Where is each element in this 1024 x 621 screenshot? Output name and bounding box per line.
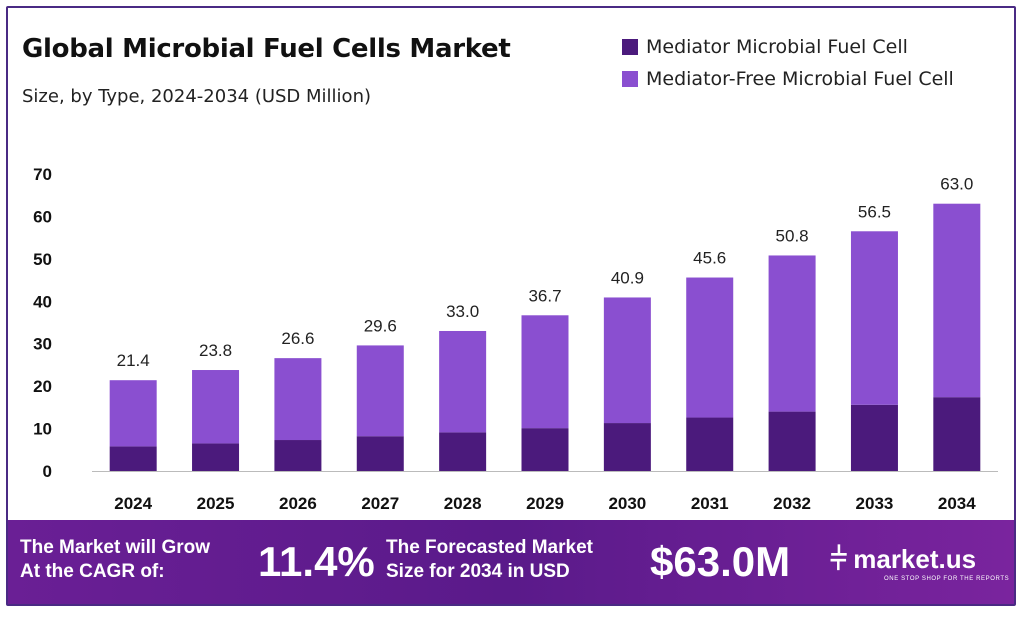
bar-segment-mediator xyxy=(768,411,816,471)
bar-segment-mediator xyxy=(686,417,734,471)
market-us-logo: ⫩ market.us xyxy=(830,542,976,577)
bar-segment-mediator-free xyxy=(768,255,816,412)
x-tick-label: 2024 xyxy=(114,494,152,513)
x-tick-label: 2029 xyxy=(526,494,564,513)
bar-segment-mediator-free xyxy=(192,370,240,444)
bar-segment-mediator xyxy=(850,404,898,471)
bar-total-label: 23.8 xyxy=(199,341,232,360)
bar-segment-mediator-free xyxy=(109,380,157,447)
forecast-value: $63.0M xyxy=(650,538,791,585)
legend-swatch-mediator-free xyxy=(622,71,638,87)
bar-segment-mediator-free xyxy=(850,231,898,405)
legend-label-mediator: Mediator Microbial Fuel Cell xyxy=(646,36,908,58)
forecast-label-line1: The Forecasted Market xyxy=(386,537,593,558)
y-tick-label: 20 xyxy=(33,377,52,396)
x-tick-label: 2031 xyxy=(691,494,729,513)
chart-title: Global Microbial Fuel Cells Market xyxy=(22,34,511,64)
cagr-value: 11.4% xyxy=(258,538,375,585)
bar-segment-mediator-free xyxy=(521,315,569,429)
x-tick-label: 2025 xyxy=(197,494,235,513)
bar-segment-mediator-free xyxy=(274,358,322,441)
bar-segment-mediator xyxy=(521,428,569,471)
bar-segment-mediator-free xyxy=(356,345,404,437)
bar-segment-mediator-free xyxy=(439,330,487,433)
bar-total-label: 40.9 xyxy=(611,268,644,287)
forecast-label-line2: Size for 2034 in USD xyxy=(386,561,570,582)
legend-label-mediator-free: Mediator-Free Microbial Fuel Cell xyxy=(646,68,954,90)
chart-subtitle: Size, by Type, 2024-2034 (USD Million) xyxy=(22,86,371,107)
y-tick-label: 30 xyxy=(33,335,52,354)
cagr-label-line2: At the CAGR of: xyxy=(20,561,165,582)
logo-tagline: ONE STOP SHOP FOR THE REPORTS xyxy=(884,576,1010,582)
bar-total-label: 56.5 xyxy=(858,202,891,221)
x-tick-label: 2026 xyxy=(279,494,317,513)
legend-item-mediator: Mediator Microbial Fuel Cell xyxy=(622,36,908,58)
x-tick-label: 2028 xyxy=(444,494,482,513)
x-tick-label: 2032 xyxy=(773,494,811,513)
bar-segment-mediator-free xyxy=(933,203,981,398)
bar-total-label: 29.6 xyxy=(364,316,397,335)
bar-total-label: 50.8 xyxy=(776,226,809,245)
bar-total-label: 63.0 xyxy=(940,175,973,194)
forecast-label: The Forecasted Market Size for 2034 in U… xyxy=(386,536,646,584)
y-tick-label: 10 xyxy=(33,420,52,439)
cagr-label: The Market will Grow At the CAGR of: xyxy=(20,536,260,584)
bar-total-label: 21.4 xyxy=(117,351,150,370)
bar-total-label: 36.7 xyxy=(528,286,561,305)
bar-total-label: 33.0 xyxy=(446,302,479,321)
x-tick-label: 2030 xyxy=(608,494,646,513)
bar-segment-mediator xyxy=(192,443,240,471)
footer-banner: The Market will Grow At the CAGR of: 11.… xyxy=(8,520,1014,604)
x-tick-label: 2027 xyxy=(361,494,399,513)
x-tick-label: 2033 xyxy=(856,494,894,513)
bar-segment-mediator xyxy=(274,440,322,471)
bar-segment-mediator xyxy=(109,446,157,471)
cagr-label-line1: The Market will Grow xyxy=(20,537,211,558)
bar-segment-mediator xyxy=(933,397,981,471)
bar-total-label: 26.6 xyxy=(281,329,314,348)
legend-item-mediator-free: Mediator-Free Microbial Fuel Cell xyxy=(622,68,954,90)
x-tick-label: 2034 xyxy=(938,494,976,513)
bar-segment-mediator-free xyxy=(603,297,651,424)
bar-total-label: 45.6 xyxy=(693,249,726,268)
chart-frame: Global Microbial Fuel Cells Market Size,… xyxy=(6,6,1016,606)
bar-segment-mediator-free xyxy=(686,277,734,418)
legend-swatch-mediator xyxy=(622,39,638,55)
logo-text: market.us xyxy=(853,544,977,574)
y-tick-label: 0 xyxy=(43,462,52,481)
stacked-bar-chart: 01020304050607021.4202423.8202526.620262… xyxy=(33,165,998,513)
bar-segment-mediator xyxy=(356,436,404,471)
y-tick-label: 50 xyxy=(33,250,52,269)
y-tick-label: 40 xyxy=(33,292,52,311)
y-tick-label: 60 xyxy=(33,207,52,226)
market-us-logo-icon: ⫩ xyxy=(830,542,848,577)
bar-segment-mediator xyxy=(603,423,651,471)
bar-segment-mediator xyxy=(439,432,487,471)
y-tick-label: 70 xyxy=(33,165,52,184)
